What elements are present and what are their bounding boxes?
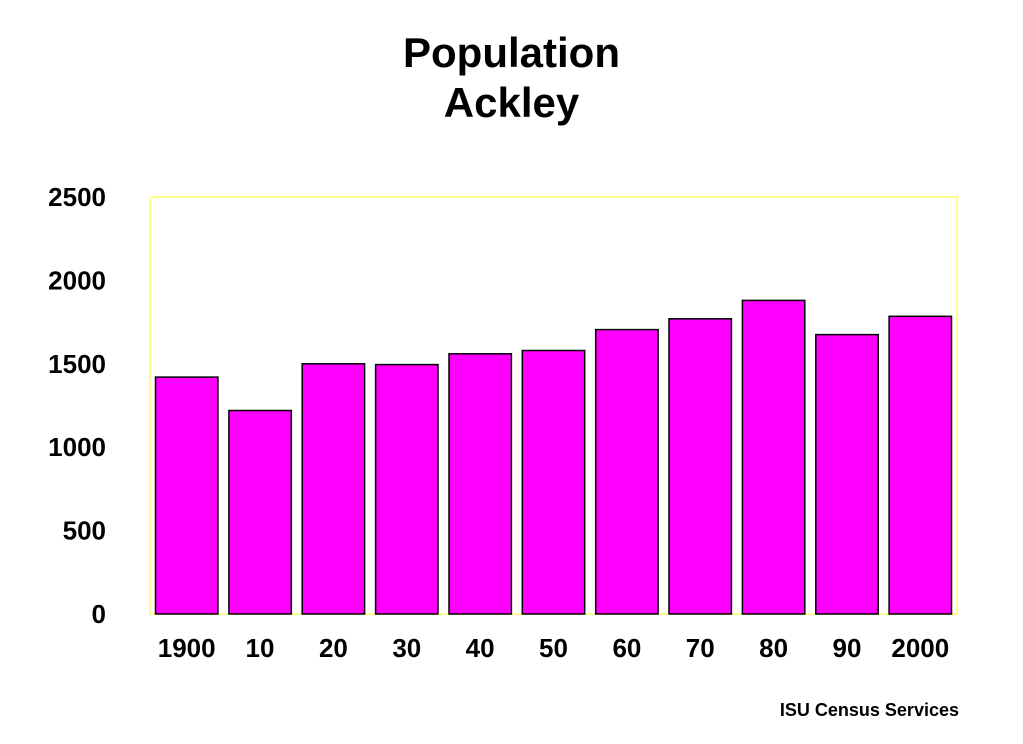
- x-tick-label: 20: [319, 633, 348, 663]
- bar-60: [594, 328, 659, 615]
- x-tick-label: 1900: [158, 633, 216, 663]
- x-tick-label: 2000: [891, 633, 949, 663]
- bar-2000: [888, 315, 953, 615]
- y-tick-label: 2500: [48, 182, 106, 212]
- bar-20: [301, 363, 366, 615]
- x-tick-label: 40: [466, 633, 495, 663]
- chart-title-block: Population Ackley: [0, 28, 1023, 128]
- bar-50: [521, 349, 586, 615]
- y-tick-label: 500: [63, 516, 106, 546]
- y-axis-ticks: 0 500 1000 1500 2000 2500: [48, 182, 106, 629]
- bar-90: [815, 333, 879, 615]
- bar-80: [741, 299, 806, 615]
- y-tick-label: 1000: [48, 432, 106, 462]
- x-tick-label: 30: [392, 633, 421, 663]
- x-tick-label: 10: [246, 633, 275, 663]
- x-tick-label: 90: [833, 633, 862, 663]
- chart-title: Population: [403, 29, 620, 76]
- y-tick-label: 2000: [48, 265, 106, 295]
- x-tick-label: 80: [759, 633, 788, 663]
- y-tick-label: 1500: [48, 349, 106, 379]
- x-tick-label: 70: [686, 633, 715, 663]
- x-axis-ticks: 1900 10 20 30 40 50 60 70 80 90 2000: [158, 633, 949, 663]
- bar-1900: [154, 376, 219, 615]
- source-credit: ISU Census Services: [779, 700, 959, 720]
- bars-group: [154, 299, 953, 615]
- chart-subtitle: Ackley: [443, 79, 580, 126]
- x-tick-label: 50: [539, 633, 568, 663]
- x-tick-label: 60: [612, 633, 641, 663]
- bar-30: [374, 363, 439, 615]
- bar-70: [668, 318, 733, 615]
- bar-10: [228, 409, 293, 615]
- y-tick-label: 0: [92, 599, 106, 629]
- bar-40: [448, 353, 513, 615]
